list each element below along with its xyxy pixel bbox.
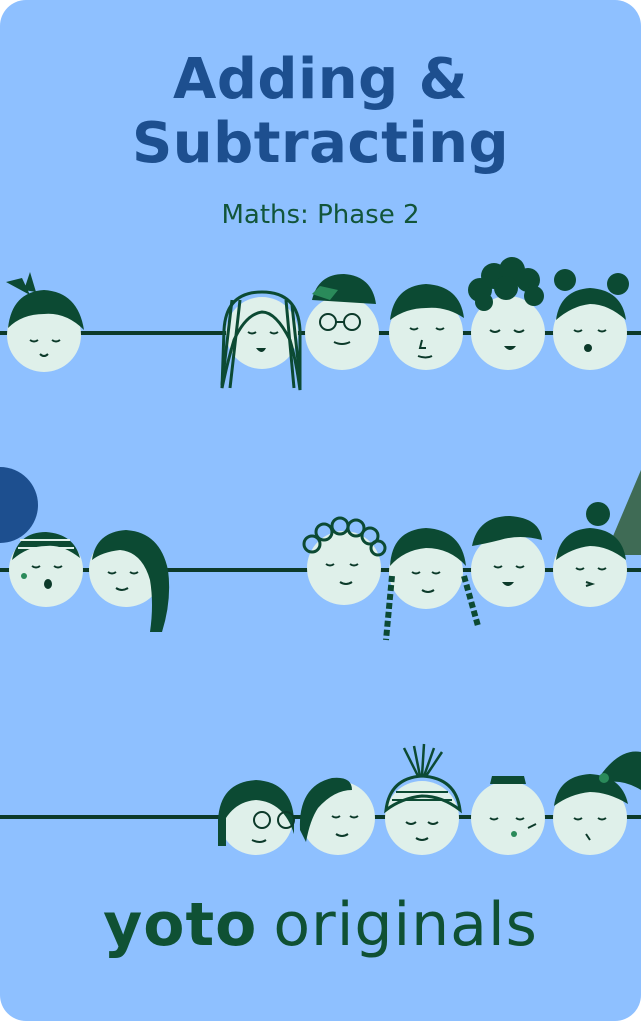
brand-logo-yoto: yoto (103, 890, 258, 960)
spiky-hair-face (389, 284, 464, 370)
side-part-face (299, 777, 375, 855)
braids-face (383, 528, 481, 641)
glasses-cap-face (305, 274, 379, 370)
card-title: Adding & Subtracting (0, 48, 641, 176)
green-triangle-shape (605, 470, 641, 555)
beanie-face (9, 532, 83, 607)
ponytail-face (553, 751, 641, 855)
pigtails-face (553, 269, 629, 370)
topknot-face (553, 502, 627, 607)
navy-half-circle-shape (0, 467, 38, 543)
sprout-hair-face (384, 743, 462, 855)
card-title-line-1: Adding & (173, 47, 468, 112)
long-hair-face (220, 290, 302, 391)
beret-face (471, 516, 545, 607)
wavy-hair-face (89, 530, 170, 632)
girl-bun-face (6, 272, 84, 372)
short-hair-face (471, 776, 545, 855)
card-title-line-2: Subtracting (131, 111, 510, 176)
curly-hair-face (468, 257, 545, 370)
card-subtitle: Maths: Phase 2 (221, 200, 420, 230)
brand-logo-originals: originals (273, 890, 538, 960)
curly-top-face (302, 516, 387, 605)
bob-glasses-face (218, 780, 295, 855)
brand-logo: yoto originals (0, 885, 641, 965)
